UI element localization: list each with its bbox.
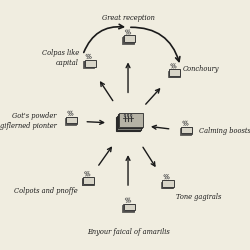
Text: Tone gagirals: Tone gagirals	[176, 193, 222, 201]
Ellipse shape	[127, 114, 129, 116]
Bar	[161, 182, 172, 188]
Text: Got's powder
giflerned pionter: Got's powder giflerned pionter	[0, 112, 56, 130]
Bar	[168, 70, 180, 77]
Bar	[122, 37, 134, 44]
Bar	[162, 180, 173, 187]
Text: Enyour faical of amarilis: Enyour faical of amarilis	[87, 228, 170, 235]
Text: Great reception: Great reception	[102, 14, 154, 22]
Bar	[123, 204, 134, 211]
Bar	[117, 116, 141, 130]
Bar	[116, 117, 140, 131]
Bar	[180, 127, 192, 134]
Bar	[119, 112, 143, 127]
Text: Conchoury: Conchoury	[183, 64, 220, 72]
Bar	[168, 71, 179, 78]
Bar	[84, 60, 96, 66]
Bar	[82, 179, 93, 186]
Text: Colpas like
capital: Colpas like capital	[42, 49, 79, 67]
Bar	[162, 181, 173, 188]
Text: Colpots and pnoffe: Colpots and pnoffe	[14, 187, 78, 195]
Bar	[180, 128, 191, 135]
Bar	[84, 60, 95, 67]
Bar	[169, 69, 180, 76]
Bar	[83, 177, 94, 184]
Bar	[181, 126, 192, 133]
Bar	[124, 204, 135, 210]
Text: Calming boosts: Calming boosts	[198, 127, 250, 135]
Bar	[66, 117, 78, 123]
Bar	[123, 36, 134, 43]
Ellipse shape	[130, 114, 132, 116]
Bar	[122, 205, 134, 212]
Bar	[66, 118, 77, 124]
Bar	[65, 118, 76, 125]
Bar	[83, 61, 94, 68]
Bar	[82, 178, 94, 185]
Ellipse shape	[124, 114, 126, 116]
Bar	[124, 36, 135, 42]
Bar	[118, 114, 142, 128]
